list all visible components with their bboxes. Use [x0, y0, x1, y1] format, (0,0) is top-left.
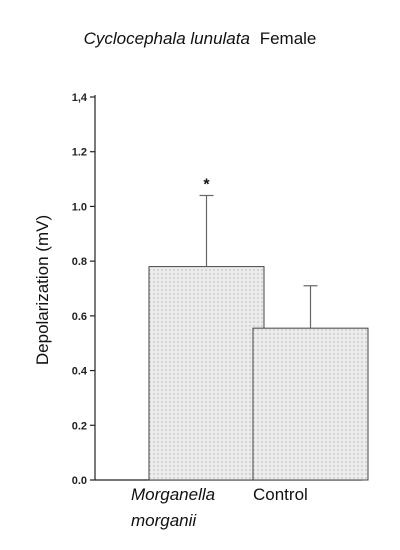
x-category-labels: Morganella morganii Control	[131, 485, 308, 530]
bar	[252, 327, 369, 481]
y-tick-label: 1.0	[72, 201, 87, 213]
bar	[148, 266, 265, 481]
y-tick-label: 1.2	[72, 147, 87, 159]
y-tick-label: 0.6	[72, 311, 87, 323]
y-tick-label: 0.8	[72, 256, 87, 268]
chart-title: Cyclocephala lunulata Female	[84, 29, 317, 48]
chart-title-species: Cyclocephala lunulata	[84, 29, 250, 48]
chart-title-suffix: Female	[260, 29, 317, 48]
y-ticks: 0.0 0.2 0.4 0.6 0.8 1.0 1.2 1,4	[72, 92, 95, 487]
y-tick-label: 1,4	[72, 92, 88, 104]
x-category-label-line1: Morganella	[131, 485, 215, 504]
y-tick-label: 0.4	[72, 366, 88, 378]
y-tick-label: 0.2	[72, 420, 87, 432]
significance-marker: *	[203, 176, 210, 193]
annotations: *	[203, 176, 210, 193]
x-category-label-line1: Control	[253, 485, 308, 504]
bars	[148, 266, 369, 481]
x-category-label-line2: morganii	[131, 511, 197, 530]
error-bars	[199, 194, 318, 329]
y-axis-label: Depolarization (mV)	[33, 215, 52, 365]
y-tick-label: 0.0	[72, 475, 87, 487]
